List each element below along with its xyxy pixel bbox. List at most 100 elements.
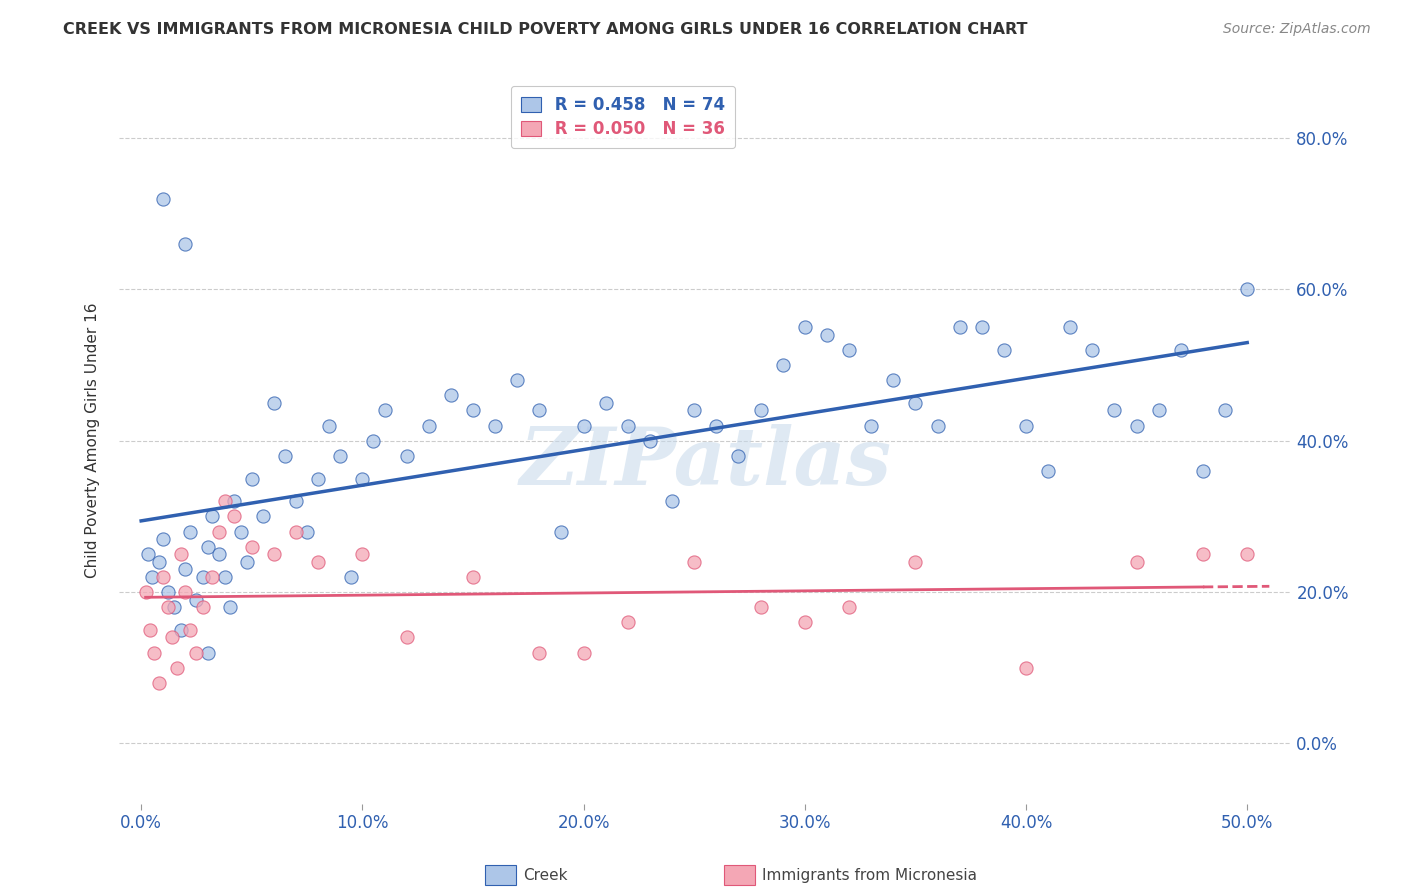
Point bbox=[529, 646, 551, 660]
Point bbox=[418, 418, 440, 433]
Point bbox=[1236, 547, 1258, 561]
Point bbox=[148, 676, 170, 690]
Point bbox=[617, 418, 640, 433]
Point bbox=[285, 494, 308, 508]
Point bbox=[352, 547, 374, 561]
Point bbox=[461, 570, 484, 584]
Point bbox=[993, 343, 1015, 357]
Point bbox=[949, 320, 972, 334]
Point bbox=[815, 327, 838, 342]
Legend:  R = 0.458   N = 74,  R = 0.050   N = 36: R = 0.458 N = 74, R = 0.050 N = 36 bbox=[510, 86, 735, 148]
Point bbox=[186, 646, 208, 660]
Point bbox=[141, 570, 163, 584]
Point bbox=[617, 615, 640, 630]
Point bbox=[838, 600, 860, 615]
Point bbox=[484, 418, 506, 433]
Point bbox=[197, 646, 219, 660]
Text: ZIPatlas: ZIPatlas bbox=[519, 424, 891, 501]
Point bbox=[170, 547, 193, 561]
Point bbox=[295, 524, 318, 539]
Point bbox=[461, 403, 484, 417]
Point bbox=[160, 631, 183, 645]
Point bbox=[152, 192, 174, 206]
Text: Creek: Creek bbox=[523, 868, 568, 882]
Point bbox=[329, 449, 352, 463]
Point bbox=[170, 623, 193, 637]
Point bbox=[395, 449, 418, 463]
Point bbox=[838, 343, 860, 357]
Point bbox=[1125, 555, 1147, 569]
Point bbox=[229, 524, 252, 539]
Point bbox=[683, 555, 706, 569]
Point bbox=[148, 555, 170, 569]
Point bbox=[793, 320, 815, 334]
Point bbox=[749, 600, 772, 615]
Point bbox=[1015, 661, 1038, 675]
Point bbox=[156, 600, 179, 615]
Point bbox=[1236, 282, 1258, 296]
Point bbox=[218, 600, 240, 615]
Point bbox=[152, 532, 174, 546]
Point bbox=[139, 623, 162, 637]
Point bbox=[207, 547, 229, 561]
Point bbox=[395, 631, 418, 645]
Point bbox=[793, 615, 815, 630]
Point bbox=[197, 540, 219, 554]
Point bbox=[222, 509, 245, 524]
Text: CREEK VS IMMIGRANTS FROM MICRONESIA CHILD POVERTY AMONG GIRLS UNDER 16 CORRELATI: CREEK VS IMMIGRANTS FROM MICRONESIA CHIL… bbox=[63, 22, 1028, 37]
Point bbox=[307, 555, 329, 569]
Point bbox=[207, 524, 229, 539]
Point bbox=[1192, 547, 1215, 561]
Point bbox=[1015, 418, 1038, 433]
Point bbox=[440, 388, 463, 402]
Point bbox=[174, 585, 197, 599]
Point bbox=[214, 494, 236, 508]
Point bbox=[1125, 418, 1147, 433]
Point bbox=[263, 396, 285, 410]
Point bbox=[252, 509, 274, 524]
Point bbox=[550, 524, 572, 539]
Point bbox=[904, 555, 927, 569]
Point bbox=[595, 396, 617, 410]
Point bbox=[572, 646, 595, 660]
Point bbox=[572, 418, 595, 433]
Y-axis label: Child Poverty Among Girls Under 16: Child Poverty Among Girls Under 16 bbox=[86, 303, 100, 578]
Point bbox=[214, 570, 236, 584]
Point bbox=[240, 471, 263, 485]
Point bbox=[704, 418, 727, 433]
Point bbox=[163, 600, 186, 615]
Point bbox=[201, 570, 224, 584]
Point bbox=[136, 547, 159, 561]
Point bbox=[1036, 464, 1059, 478]
Point bbox=[222, 494, 245, 508]
Point bbox=[373, 403, 395, 417]
Point bbox=[274, 449, 297, 463]
Point bbox=[191, 570, 214, 584]
Point bbox=[352, 471, 374, 485]
Point bbox=[927, 418, 949, 433]
Point bbox=[638, 434, 661, 448]
Point bbox=[1104, 403, 1126, 417]
Point bbox=[749, 403, 772, 417]
Point bbox=[143, 646, 166, 660]
Point bbox=[135, 585, 157, 599]
Point bbox=[318, 418, 340, 433]
Point bbox=[506, 373, 529, 387]
Point bbox=[882, 373, 904, 387]
Point bbox=[263, 547, 285, 561]
Point bbox=[904, 396, 927, 410]
Point bbox=[156, 585, 179, 599]
Point bbox=[970, 320, 993, 334]
Point bbox=[240, 540, 263, 554]
Point bbox=[191, 600, 214, 615]
Text: Immigrants from Micronesia: Immigrants from Micronesia bbox=[762, 868, 977, 882]
Point bbox=[529, 403, 551, 417]
Point bbox=[201, 509, 224, 524]
Point bbox=[1192, 464, 1215, 478]
Point bbox=[860, 418, 883, 433]
Point bbox=[727, 449, 749, 463]
Point bbox=[1081, 343, 1104, 357]
Point bbox=[179, 623, 201, 637]
Point bbox=[236, 555, 259, 569]
Point bbox=[772, 358, 794, 372]
